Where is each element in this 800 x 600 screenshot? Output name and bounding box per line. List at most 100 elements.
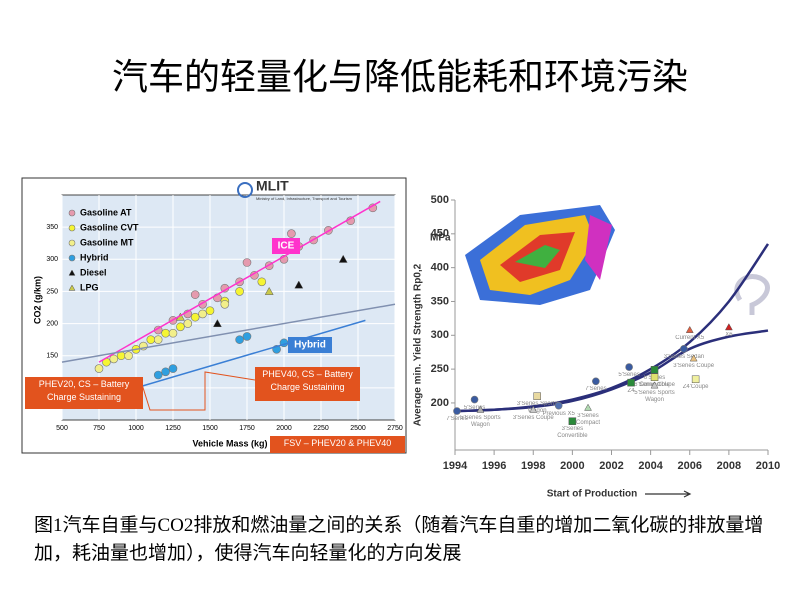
point-label-wrapper: 3'Series Convertible <box>557 426 588 440</box>
y-tick-label: 300 <box>431 329 449 341</box>
x-axis-arrow <box>645 490 692 498</box>
data-point <box>198 309 207 319</box>
legend-label: Gasoline AT <box>80 207 132 217</box>
annotation-wrapper: PHEV20, CS – Battery Charge Sustaining <box>39 379 130 402</box>
x-tick-label: 500 <box>56 425 68 432</box>
legend-marker <box>68 284 76 291</box>
trend-label-box <box>288 337 332 353</box>
model-point <box>529 405 538 413</box>
data-point <box>94 364 104 373</box>
trend-line <box>135 319 366 389</box>
y-tick-label: 250 <box>46 288 58 295</box>
model-point <box>625 363 633 371</box>
data-point <box>190 312 200 322</box>
point-label: 3'Series Coupé <box>512 414 554 421</box>
model-point <box>650 366 659 374</box>
trend-label: ICE <box>278 241 295 252</box>
annotation-box <box>25 377 143 409</box>
point-label: 3'Series Sports Wagon <box>516 401 558 415</box>
trend-line <box>61 303 396 363</box>
point-label-wrapper: 5'Series Sports Wagon <box>460 415 501 428</box>
car-body-image <box>465 205 615 305</box>
point-label: 3'Series Coupé <box>673 363 715 370</box>
x-tick-label: 750 <box>93 425 105 432</box>
data-point <box>146 335 156 344</box>
model-point <box>680 345 688 353</box>
x-tick-label: 2000 <box>560 460 584 472</box>
data-point <box>161 328 170 338</box>
y-tick-label: 350 <box>431 295 449 307</box>
y-tick-label: 200 <box>46 320 58 327</box>
point-label: Z4'Coupé <box>682 384 709 391</box>
x-axis-label: Vehicle Mass (kg) <box>192 438 267 448</box>
data-point <box>176 322 185 332</box>
x-tick-label: 1750 <box>239 425 255 432</box>
legend-label: LPG <box>80 282 99 292</box>
data-point <box>264 286 274 295</box>
data-point <box>153 335 163 344</box>
data-point <box>124 351 133 361</box>
legend-label: Diesel <box>80 267 107 277</box>
point-label-wrapper: 5'Series Sports Wagon <box>634 390 675 403</box>
data-point <box>205 306 215 316</box>
data-point <box>168 328 178 338</box>
data-point <box>338 254 348 263</box>
y-axis-label: Average min. Yield Strength Rp0,2 <box>413 263 424 426</box>
point-label-wrapper: 7'Series <box>585 386 607 393</box>
x-tick-label: 1250 <box>165 425 181 432</box>
figure-caption: 图1汽车自重与CO2排放和燃油量之间的关系（随着汽车自重的增加二氧化碳的排放量增… <box>34 515 764 564</box>
model-point <box>689 354 698 362</box>
legend-label: Gasoline MT <box>80 237 134 247</box>
model-point <box>650 373 659 381</box>
point-label-wrapper: 3'Series Coupé <box>512 414 554 421</box>
x-tick-label: 2000 <box>276 425 292 432</box>
point-label-wrapper: Previous X5 <box>542 411 574 417</box>
logo-subtitle: Ministry of Land, Infrastructure, Transp… <box>256 196 353 201</box>
point-label-wrapper: 5'Series <box>618 372 640 378</box>
point-label-wrapper: 3'Series Coupé <box>673 363 715 370</box>
legend-label: Hybrid <box>80 252 109 262</box>
data-point <box>161 367 170 377</box>
model-point <box>691 375 700 384</box>
logo: MLIT <box>256 178 289 194</box>
model-point <box>724 323 733 331</box>
legend-marker <box>68 269 76 276</box>
y-tick-label: 250 <box>431 363 449 375</box>
trend-label: Hybrid <box>294 340 326 351</box>
data-point <box>190 290 200 299</box>
data-point <box>183 319 193 328</box>
model-point <box>554 401 563 410</box>
x-tick-label: 1500 <box>202 425 218 432</box>
model-point <box>650 381 659 389</box>
x-tick-label: 2006 <box>678 460 702 472</box>
x-tick-label: 2250 <box>313 425 329 432</box>
legend-marker <box>68 224 76 232</box>
annotation-wrapper: FSV – PHEV20 & PHEV40 <box>283 438 392 448</box>
data-point <box>109 354 119 364</box>
x-tick-label: 2008 <box>717 460 741 472</box>
model-point <box>476 405 485 413</box>
data-point <box>220 299 230 309</box>
point-label-wrapper: Z4'Coupé <box>682 384 709 391</box>
point-label-wrapper: Current X5 <box>675 335 704 341</box>
model-point <box>685 325 694 333</box>
point-label: 3'Series Convertible <box>557 426 588 440</box>
annotation: FSV – PHEV20 & PHEV40 <box>283 438 392 448</box>
annotation-wrapper: PHEV40, CS – Battery Charge Sustaining <box>262 369 353 392</box>
model-point <box>584 403 592 411</box>
trend-line <box>98 200 381 363</box>
point-label: 7'Series <box>585 386 607 393</box>
x-tick-label: 1996 <box>482 460 506 472</box>
point-label: Z4 <box>627 387 635 394</box>
data-point <box>294 280 304 289</box>
annotation: PHEV40, CS – Battery Charge Sustaining <box>262 369 353 392</box>
data-point <box>212 319 222 328</box>
annotation-box <box>255 367 360 401</box>
slide-title: 汽车的轻量化与降低能耗和环境污染 <box>111 57 688 97</box>
trend-curve <box>454 329 769 413</box>
y-tick-label: 300 <box>46 256 58 263</box>
model-point <box>627 378 635 387</box>
point-label-wrapper: X6 <box>725 332 732 338</box>
x-tick-label: 2500 <box>350 425 366 432</box>
point-label: 3'Series Sedan <box>663 353 705 360</box>
